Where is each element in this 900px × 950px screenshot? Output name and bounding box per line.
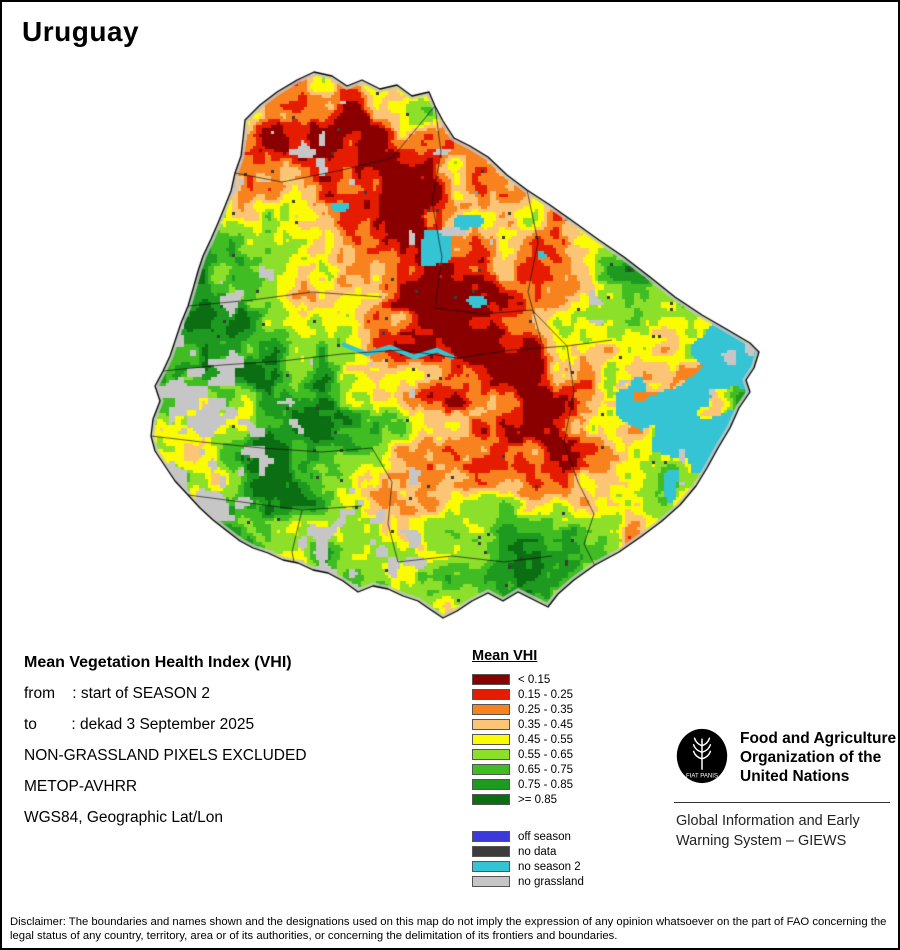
legend-swatch <box>472 794 510 805</box>
disclaimer-text: Disclaimer: The boundaries and names sho… <box>10 916 887 942</box>
legend-label: 0.35 - 0.45 <box>518 718 573 731</box>
fao-org-line: Organization of the <box>740 749 882 766</box>
legend-row: 0.45 - 0.55 <box>472 732 584 747</box>
fao-logo: FIAT PANIS <box>676 728 728 784</box>
legend-row: 0.25 - 0.35 <box>472 702 584 717</box>
legend-swatch <box>472 846 510 857</box>
footer-divider <box>674 802 890 803</box>
legend-row: no grassland <box>472 874 584 889</box>
uruguay-vhi-map <box>142 62 764 630</box>
legend-swatch <box>472 749 510 760</box>
legend-label: no season 2 <box>518 860 581 873</box>
fao-org-line: Food and Agriculture <box>740 730 897 747</box>
legend-swatch <box>472 876 510 887</box>
legend-row: no season 2 <box>472 859 584 874</box>
legend-swatch <box>472 734 510 745</box>
fao-block: FIAT PANIS Food and Agriculture Organiza… <box>674 726 896 786</box>
legend-label: no grassland <box>518 875 584 888</box>
legend-row: off season <box>472 829 584 844</box>
legend-row: 0.75 - 0.85 <box>472 777 584 792</box>
legend-row: 0.35 - 0.45 <box>472 717 584 732</box>
page-title: Uruguay <box>22 16 140 47</box>
legend-row: 0.65 - 0.75 <box>472 762 584 777</box>
legend-label: off season <box>518 830 571 843</box>
fao-org-line: United Nations <box>740 768 850 785</box>
legend-swatch <box>472 719 510 730</box>
legend-row: >= 0.85 <box>472 792 584 807</box>
legend-label: 0.25 - 0.35 <box>518 703 573 716</box>
legend-row: < 0.15 <box>472 672 584 687</box>
giews-block: Global Information and Early Warning Sys… <box>676 812 860 851</box>
giews-line: Global Information and Early <box>676 813 860 829</box>
info-line-mask: NON-GRASSLAND PIXELS EXCLUDED <box>24 747 307 764</box>
legend-swatch <box>472 764 510 775</box>
legend-swatch <box>472 861 510 872</box>
vhi-legend: Mean VHI < 0.15 0.15 - 0.25 0.25 - 0.35 0.3… <box>472 648 584 889</box>
legend-label: 0.15 - 0.25 <box>518 688 573 701</box>
legend-swatch <box>472 779 510 790</box>
legend-extra-list: off season no data no season 2 no grassland <box>472 829 584 889</box>
info-line-to: to : dekad 3 September 2025 <box>24 716 255 733</box>
legend-label: no data <box>518 845 557 858</box>
legend-swatch <box>472 674 510 685</box>
info-line-from: from : start of SEASON 2 <box>24 685 211 702</box>
legend-title: Mean VHI <box>472 648 538 664</box>
legend-swatch <box>472 704 510 715</box>
giews-line: Warning System – GIEWS <box>676 832 847 849</box>
wheat-ear-icon <box>692 737 712 770</box>
info-line-projection: WGS84, Geographic Lat/Lon <box>24 809 224 826</box>
fao-org-name: Food and Agriculture Organization of the… <box>740 726 896 786</box>
legend-label: 0.75 - 0.85 <box>518 778 573 791</box>
legend-label: 0.65 - 0.75 <box>518 763 573 776</box>
legend-row: no data <box>472 844 584 859</box>
legend-swatch <box>472 689 510 700</box>
info-heading: Mean Vegetation Health Index (VHI) <box>24 654 292 671</box>
info-line-sensor: METOP-AVHRR <box>24 778 138 795</box>
legend-label: 0.45 - 0.55 <box>518 733 573 746</box>
legend-label: < 0.15 <box>518 673 551 686</box>
legend-row: 0.15 - 0.25 <box>472 687 584 702</box>
legend-swatch <box>472 831 510 842</box>
legend-class-list: < 0.15 0.15 - 0.25 0.25 - 0.35 0.35 - 0.45 0… <box>472 672 584 807</box>
legend-label: >= 0.85 <box>518 793 558 806</box>
fiat-panis-text: FIAT PANIS <box>686 773 718 779</box>
map-info-block: Mean Vegetation Health Index (VHI) from … <box>24 654 307 840</box>
legend-label: 0.55 - 0.65 <box>518 748 573 761</box>
legend-row: 0.55 - 0.65 <box>472 747 584 762</box>
